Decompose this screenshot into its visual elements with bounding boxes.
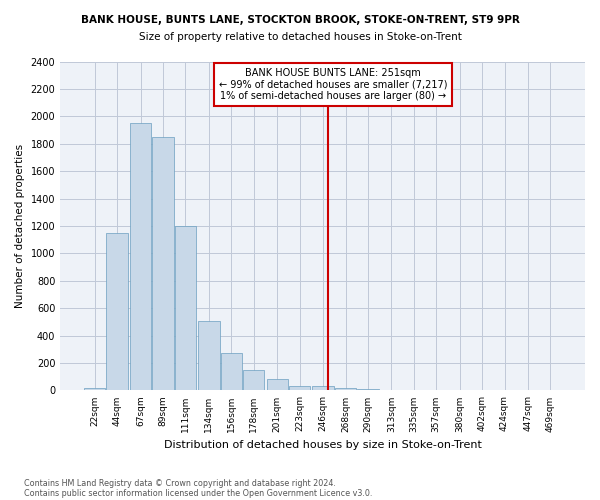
Text: BANK HOUSE, BUNTS LANE, STOCKTON BROOK, STOKE-ON-TRENT, ST9 9PR: BANK HOUSE, BUNTS LANE, STOCKTON BROOK, …	[80, 15, 520, 25]
Bar	[175, 226, 196, 390]
Bar	[313, 386, 334, 390]
Bar	[335, 388, 356, 390]
Bar	[130, 123, 151, 390]
X-axis label: Distribution of detached houses by size in Stoke-on-Trent: Distribution of detached houses by size …	[164, 440, 482, 450]
Bar	[221, 354, 242, 391]
Bar	[243, 370, 265, 390]
Bar	[289, 386, 310, 390]
Bar	[106, 233, 128, 390]
Text: Contains public sector information licensed under the Open Government Licence v3: Contains public sector information licen…	[24, 488, 373, 498]
Bar	[266, 380, 288, 390]
Bar	[84, 388, 106, 390]
Bar	[198, 320, 220, 390]
Text: BANK HOUSE BUNTS LANE: 251sqm
← 99% of detached houses are smaller (7,217)
1% of: BANK HOUSE BUNTS LANE: 251sqm ← 99% of d…	[219, 68, 448, 102]
Text: Contains HM Land Registry data © Crown copyright and database right 2024.: Contains HM Land Registry data © Crown c…	[24, 478, 336, 488]
Y-axis label: Number of detached properties: Number of detached properties	[15, 144, 25, 308]
Text: Size of property relative to detached houses in Stoke-on-Trent: Size of property relative to detached ho…	[139, 32, 461, 42]
Bar	[152, 137, 174, 390]
